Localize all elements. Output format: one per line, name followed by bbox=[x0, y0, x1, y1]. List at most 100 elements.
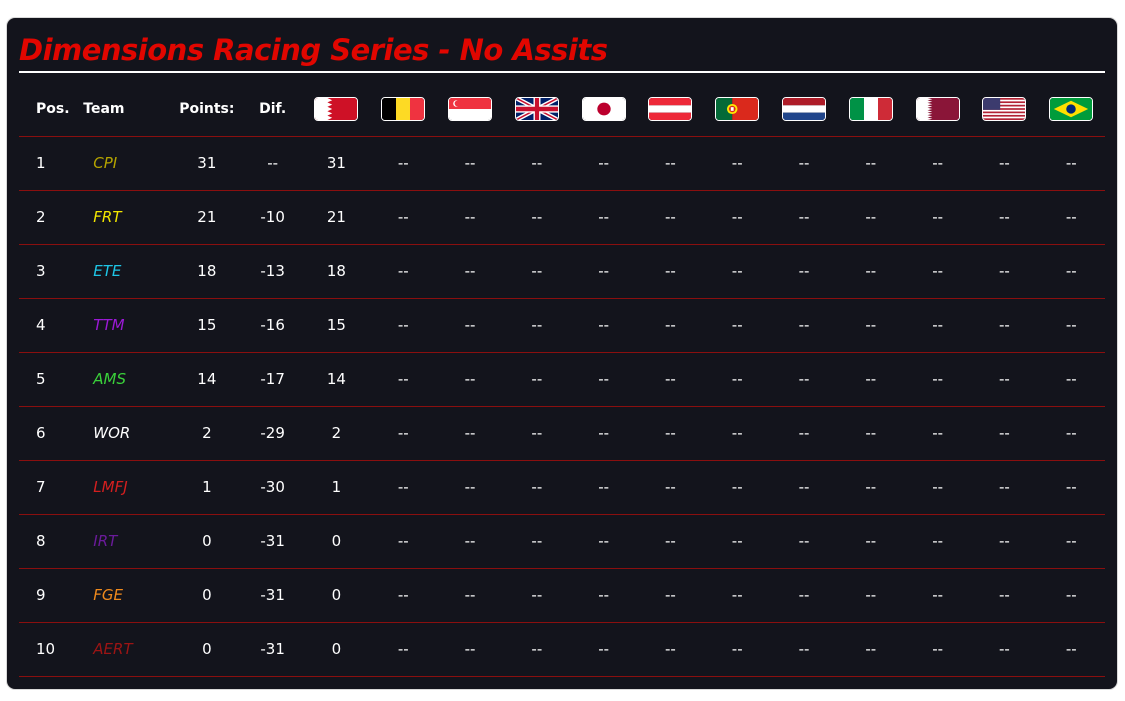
points-cell: 21 bbox=[171, 190, 242, 245]
race-result-cell: -- bbox=[903, 298, 972, 353]
race-result-cell: -- bbox=[770, 622, 838, 677]
race-6-header bbox=[636, 82, 705, 137]
race-result-cell: -- bbox=[369, 514, 437, 569]
japan-flag-icon bbox=[581, 96, 626, 121]
race-result-cell: -- bbox=[436, 352, 504, 407]
race-4-header bbox=[503, 82, 571, 137]
race-result-cell: -- bbox=[903, 190, 972, 245]
position-cell: 1 bbox=[19, 136, 82, 191]
race-result-cell: -- bbox=[369, 190, 437, 245]
race-result-cell: 0 bbox=[303, 622, 370, 677]
race-result-cell: -- bbox=[503, 190, 571, 245]
race-result-cell: 2 bbox=[303, 406, 370, 461]
race-result-cell: 31 bbox=[303, 136, 370, 191]
race-result-cell: -- bbox=[971, 298, 1038, 353]
race-result-cell: -- bbox=[704, 460, 771, 515]
race-result-cell: -- bbox=[1037, 406, 1105, 461]
race-result-cell: -- bbox=[704, 622, 771, 677]
race-1-header bbox=[303, 82, 370, 137]
race-result-cell: -- bbox=[636, 352, 705, 407]
race-result-cell: -- bbox=[770, 568, 838, 623]
difference-cell: -10 bbox=[242, 190, 304, 245]
table-row: 7 LMFJ 1 -30 1 -- -- -- -- -- -- -- -- -- -- -- bbox=[19, 460, 1105, 515]
race-result-cell: -- bbox=[570, 136, 637, 191]
race-result-cell: -- bbox=[1037, 568, 1105, 623]
race-result-cell: -- bbox=[436, 298, 504, 353]
points-cell: 0 bbox=[171, 514, 242, 569]
difference-cell: -31 bbox=[242, 622, 304, 677]
header-points: Points: bbox=[171, 82, 242, 137]
race-result-cell: -- bbox=[503, 568, 571, 623]
race-result-cell: -- bbox=[770, 190, 838, 245]
header-dif: Dif. bbox=[242, 82, 304, 137]
race-result-cell: -- bbox=[636, 136, 705, 191]
netherlands-flag-icon bbox=[782, 96, 826, 121]
page-title: Dimensions Racing Series - No Assits bbox=[19, 33, 608, 67]
team-name-cell: AERT bbox=[81, 622, 172, 677]
race-result-cell: -- bbox=[837, 190, 904, 245]
race-result-cell: -- bbox=[369, 244, 437, 299]
race-result-cell: -- bbox=[1037, 352, 1105, 407]
race-result-cell: -- bbox=[436, 190, 504, 245]
table-row: 9 FGE 0 -31 0 -- -- -- -- -- -- -- -- -- -- -- bbox=[19, 568, 1105, 623]
points-cell: 0 bbox=[171, 622, 242, 677]
race-result-cell: -- bbox=[503, 244, 571, 299]
race-result-cell: -- bbox=[436, 568, 504, 623]
race-result-cell: -- bbox=[436, 244, 504, 299]
position-cell: 8 bbox=[19, 514, 82, 569]
standings-panel: Dimensions Racing Series - No Assits Pos… bbox=[7, 18, 1117, 689]
race-result-cell: -- bbox=[770, 244, 838, 299]
table-body: 1 CPI 31 -- 31 -- -- -- -- -- -- -- -- -- -- -- 2 FRT 21 -1… bbox=[19, 136, 1105, 677]
race-result-cell: -- bbox=[903, 406, 972, 461]
race-result-cell: -- bbox=[503, 460, 571, 515]
race-result-cell: -- bbox=[971, 514, 1038, 569]
race-result-cell: -- bbox=[503, 352, 571, 407]
race-result-cell: -- bbox=[770, 352, 838, 407]
race-result-cell: -- bbox=[1037, 136, 1105, 191]
race-result-cell: -- bbox=[436, 460, 504, 515]
race-result-cell: -- bbox=[436, 136, 504, 191]
difference-cell: -31 bbox=[242, 514, 304, 569]
team-name-cell: LMFJ bbox=[81, 460, 172, 515]
race-result-cell: -- bbox=[770, 298, 838, 353]
difference-cell: -- bbox=[242, 136, 304, 191]
race-result-cell: -- bbox=[1037, 514, 1105, 569]
race-result-cell: -- bbox=[770, 460, 838, 515]
race-9-header bbox=[837, 82, 904, 137]
points-cell: 31 bbox=[171, 136, 242, 191]
race-result-cell: -- bbox=[636, 190, 705, 245]
race-result-cell: -- bbox=[570, 460, 637, 515]
team-name-cell: TTM bbox=[81, 298, 172, 353]
race-result-cell: -- bbox=[704, 514, 771, 569]
race-result-cell: 14 bbox=[303, 352, 370, 407]
race-result-cell: -- bbox=[837, 460, 904, 515]
position-cell: 9 bbox=[19, 568, 82, 623]
race-result-cell: -- bbox=[704, 244, 771, 299]
race-5-header bbox=[570, 82, 637, 137]
race-result-cell: -- bbox=[903, 244, 972, 299]
race-result-cell: -- bbox=[837, 136, 904, 191]
race-result-cell: -- bbox=[570, 406, 637, 461]
race-2-header bbox=[369, 82, 437, 137]
race-result-cell: -- bbox=[636, 406, 705, 461]
race-result-cell: -- bbox=[436, 406, 504, 461]
race-8-header bbox=[770, 82, 838, 137]
race-7-header bbox=[704, 82, 771, 137]
table-row: 4 TTM 15 -16 15 -- -- -- -- -- -- -- -- -- -- -- bbox=[19, 298, 1105, 353]
difference-cell: -29 bbox=[242, 406, 304, 461]
race-result-cell: -- bbox=[903, 514, 972, 569]
race-11-header bbox=[971, 82, 1038, 137]
race-result-cell: -- bbox=[1037, 460, 1105, 515]
race-result-cell: -- bbox=[704, 568, 771, 623]
standings-table: Pos. Team Points: Dif. 1 CPI 31 -- 31 -- -- -- -… bbox=[19, 82, 1105, 677]
qatar-flag-icon bbox=[915, 96, 960, 121]
race-result-cell: -- bbox=[837, 568, 904, 623]
header-team: Team bbox=[81, 82, 172, 137]
race-result-cell: -- bbox=[369, 568, 437, 623]
race-result-cell: -- bbox=[436, 514, 504, 569]
difference-cell: -16 bbox=[242, 298, 304, 353]
race-10-header bbox=[903, 82, 972, 137]
race-result-cell: -- bbox=[971, 244, 1038, 299]
race-result-cell: -- bbox=[570, 352, 637, 407]
race-result-cell: -- bbox=[837, 514, 904, 569]
